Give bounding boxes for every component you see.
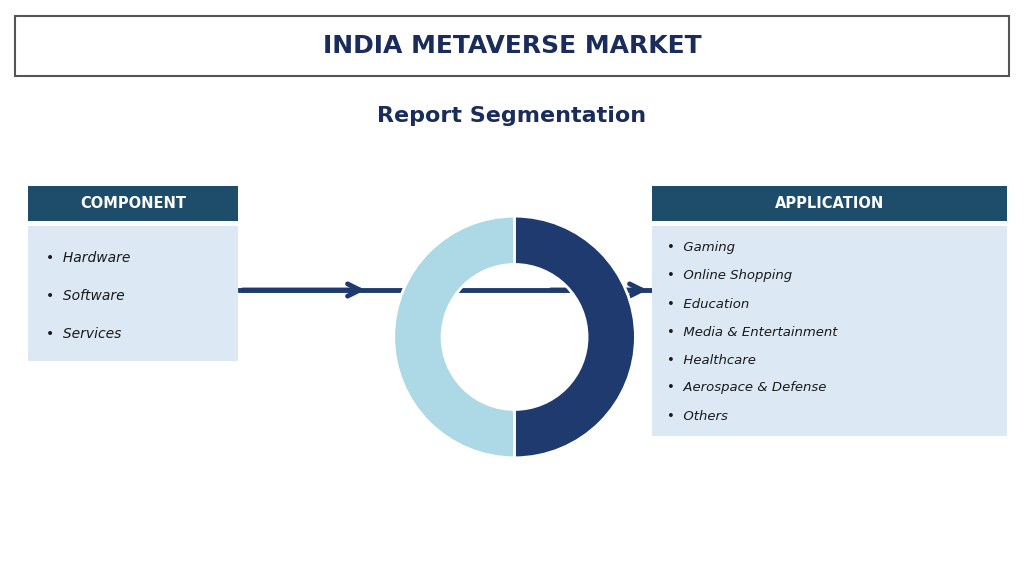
Wedge shape xyxy=(393,216,514,458)
Text: •  Gaming: • Gaming xyxy=(667,241,735,255)
Text: •  Aerospace & Defense: • Aerospace & Defense xyxy=(667,381,826,395)
Text: INDIA METAVERSE MARKET: INDIA METAVERSE MARKET xyxy=(323,34,701,58)
FancyBboxPatch shape xyxy=(28,226,238,361)
FancyBboxPatch shape xyxy=(652,186,1007,221)
Wedge shape xyxy=(515,216,636,458)
FancyBboxPatch shape xyxy=(28,186,238,221)
Text: •  Hardware: • Hardware xyxy=(46,251,130,265)
FancyBboxPatch shape xyxy=(15,16,1009,76)
Text: COMPONENT: COMPONENT xyxy=(80,196,186,211)
Text: Report Segmentation: Report Segmentation xyxy=(378,106,646,126)
Text: •  Healthcare: • Healthcare xyxy=(667,354,756,366)
Text: •  Others: • Others xyxy=(667,410,728,423)
Text: •  Education: • Education xyxy=(667,297,750,310)
Text: APPLICATION: APPLICATION xyxy=(775,196,884,211)
Text: •  Services: • Services xyxy=(46,327,122,341)
FancyBboxPatch shape xyxy=(652,226,1007,436)
Text: •  Online Shopping: • Online Shopping xyxy=(667,270,793,282)
Text: •  Software: • Software xyxy=(46,289,125,303)
Text: •  Media & Entertainment: • Media & Entertainment xyxy=(667,325,838,339)
